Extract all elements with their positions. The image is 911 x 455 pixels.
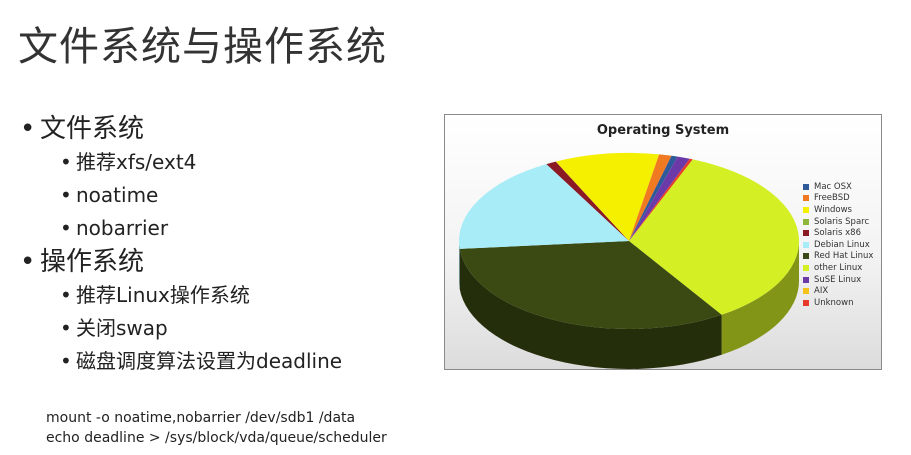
legend-swatch [803,253,809,260]
bullet-item: nobarrier [20,212,342,245]
legend-swatch [803,299,809,306]
chart-title: Operating System [596,123,730,138]
legend-label: Unknown [814,297,854,308]
legend-item: Solaris Sparc [803,216,873,228]
legend-swatch [803,276,809,283]
legend-label: Solaris Sparc [814,216,870,227]
legend-swatch [803,264,809,271]
pie-slice [629,155,678,241]
legend-swatch [803,241,809,248]
legend-item: FreeBSD [803,193,873,205]
legend-label: Windows [814,204,852,215]
legend-item: Debian Linux [803,239,873,251]
command-line: echo deadline > /sys/block/vda/queue/sch… [46,430,387,446]
legend-label: Mac OSX [814,181,852,192]
bullet-item: 关闭swap [20,312,342,345]
legend-swatch [803,230,809,237]
chart-legend: Mac OSX FreeBSD Windows Solaris Sparc Solari… [803,181,873,309]
bullet-item: 推荐xfs/ext4 [20,146,342,179]
legend-label: Solaris x86 [814,228,861,239]
legend-label: other Linux [814,262,863,273]
pie-slice [459,241,722,329]
pie-slice [629,156,690,241]
os-pie-chart: Operating System Mac OSX FreeBSD Windows So… [444,114,882,370]
legend-label: FreeBSD [814,193,850,204]
bullet-item: noatime [20,179,342,212]
pie-slice-side [721,241,799,355]
legend-item: AIX [803,285,873,297]
legend-swatch [803,288,809,295]
legend-label: Debian Linux [814,239,870,250]
legend-label: AIX [814,286,829,297]
section-heading-filesystem: 文件系统 [20,112,342,146]
legend-swatch [803,195,809,202]
legend-item: Red Hat Linux [803,251,873,263]
legend-item: other Linux [803,262,873,274]
legend-swatch [803,183,809,190]
pie-slice-side [459,248,722,369]
legend-item: Windows [803,204,873,216]
slide-title: 文件系统与操作系统 [18,24,387,70]
legend-swatch [803,206,809,213]
pie-slice [555,153,660,241]
legend-item: Unknown [803,297,873,309]
bullet-item: 磁盘调度算法设置为deadline [20,345,342,378]
legend-label: SuSE Linux [814,274,862,285]
bullet-list: 文件系统 推荐xfs/ext4 noatime nobarrier 操作系统 推… [20,112,342,378]
bullet-item: 推荐Linux操作系统 [20,279,342,312]
pie-slice [546,161,629,241]
section-heading-os: 操作系统 [20,245,342,279]
pie-slice [629,159,799,315]
legend-item: Mac OSX [803,181,873,193]
pie-chart-svg [459,153,799,369]
pie-slice [629,154,672,241]
legend-label: Red Hat Linux [814,251,874,262]
legend-swatch [803,218,809,225]
pie-slice-side [459,241,460,289]
legend-item: SuSE Linux [803,274,873,286]
command-line: mount -o noatime,nobarrier /dev/sdb1 /da… [46,410,356,426]
pie-slice [629,158,693,241]
pie-slice [459,164,629,249]
legend-item: Solaris x86 [803,227,873,239]
command-examples: mount -o noatime,nobarrier /dev/sdb1 /da… [46,408,387,448]
